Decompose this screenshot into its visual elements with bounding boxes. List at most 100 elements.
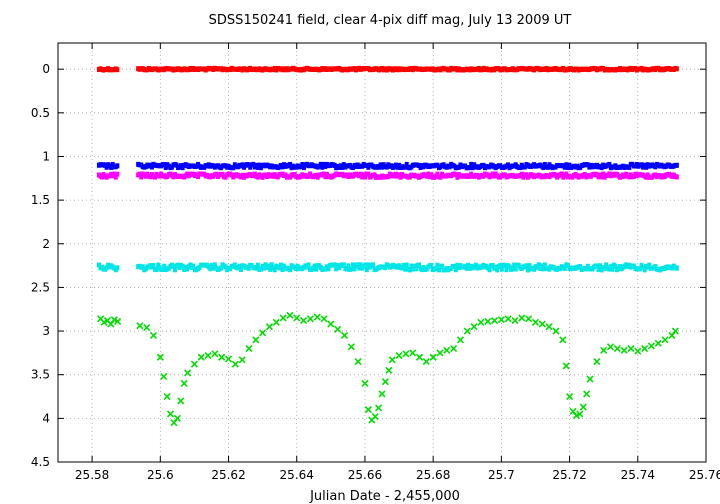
data-point — [286, 311, 294, 319]
data-point — [638, 266, 643, 272]
data-point — [254, 265, 259, 271]
data-point — [541, 266, 546, 272]
data-point — [347, 343, 355, 351]
data-point — [332, 262, 337, 268]
data-point — [564, 162, 569, 168]
data-point — [404, 262, 409, 268]
data-point — [499, 266, 504, 272]
data-point — [363, 174, 368, 180]
data-point — [278, 262, 283, 268]
data-point — [209, 262, 214, 268]
data-point — [140, 264, 145, 270]
data-point — [627, 164, 632, 170]
data-point — [190, 360, 198, 368]
data-point — [583, 390, 591, 398]
data-point — [223, 264, 228, 270]
y-tick-label: 1.5 — [31, 193, 50, 207]
data-point — [596, 266, 601, 272]
data-point — [231, 165, 236, 171]
data-point — [166, 410, 175, 418]
data-point — [334, 266, 339, 272]
data-point — [413, 266, 418, 272]
data-point — [110, 316, 118, 324]
data-point — [627, 344, 635, 353]
data-point — [429, 172, 434, 178]
y-tick-label: 3 — [42, 324, 50, 338]
data-point — [490, 317, 499, 325]
data-point — [532, 266, 537, 272]
x-tick-label: 25.6 — [147, 468, 174, 482]
data-point — [180, 379, 188, 388]
data-point — [634, 347, 642, 355]
data-point — [504, 267, 509, 273]
data-point — [371, 413, 379, 421]
data-point — [524, 263, 529, 269]
data-point — [381, 378, 389, 386]
data-point — [263, 262, 268, 268]
data-point — [400, 265, 405, 271]
data-point — [232, 262, 237, 268]
data-point — [184, 369, 192, 377]
series-2 — [96, 171, 679, 180]
data-point — [211, 265, 216, 271]
data-point — [602, 266, 607, 272]
data-point — [497, 316, 505, 324]
data-point — [251, 161, 256, 167]
data-point — [593, 358, 601, 366]
data-point — [318, 161, 323, 167]
data-point — [552, 327, 560, 335]
data-point — [204, 351, 212, 360]
data-point — [153, 174, 158, 180]
data-point — [171, 263, 176, 269]
x-tick-label: 25.58 — [75, 468, 109, 482]
data-point — [436, 349, 444, 357]
data-point — [436, 267, 441, 273]
data-point — [196, 173, 201, 179]
data-point — [585, 263, 590, 269]
data-point — [378, 390, 386, 398]
data-point — [495, 267, 500, 273]
data-point — [173, 414, 181, 422]
data-point — [404, 161, 409, 167]
x-tick-label: 25.72 — [552, 468, 586, 482]
data-point — [163, 392, 171, 401]
data-point — [513, 266, 518, 272]
x-tick-label: 25.66 — [348, 468, 382, 482]
data-point — [519, 171, 524, 177]
data-point — [385, 366, 393, 374]
data-point — [361, 379, 369, 388]
data-point — [610, 266, 615, 272]
data-point — [301, 165, 306, 171]
data-point — [502, 263, 507, 269]
data-point — [510, 266, 515, 272]
data-point — [598, 263, 603, 269]
data-point — [435, 171, 440, 177]
data-point — [440, 263, 445, 269]
data-point — [607, 161, 612, 167]
data-point — [453, 172, 458, 178]
data-point — [257, 162, 262, 168]
data-point — [320, 315, 328, 323]
data-point — [435, 262, 440, 268]
data-point — [507, 264, 512, 270]
data-point — [671, 327, 679, 335]
data-point — [326, 266, 331, 272]
data-point — [100, 318, 108, 326]
x-tick-label: 25.68 — [416, 468, 450, 482]
data-point — [463, 327, 471, 335]
data-point — [562, 265, 567, 271]
data-point — [258, 266, 263, 272]
data-point — [654, 339, 662, 347]
data-point — [114, 317, 122, 326]
data-points — [96, 65, 679, 427]
data-point — [579, 403, 587, 411]
data-point — [340, 331, 349, 339]
data-point — [542, 262, 547, 268]
data-point — [358, 171, 363, 177]
data-point — [218, 353, 226, 361]
data-point — [518, 314, 526, 322]
data-point — [268, 266, 273, 272]
grid — [58, 43, 707, 463]
data-point — [321, 171, 326, 177]
